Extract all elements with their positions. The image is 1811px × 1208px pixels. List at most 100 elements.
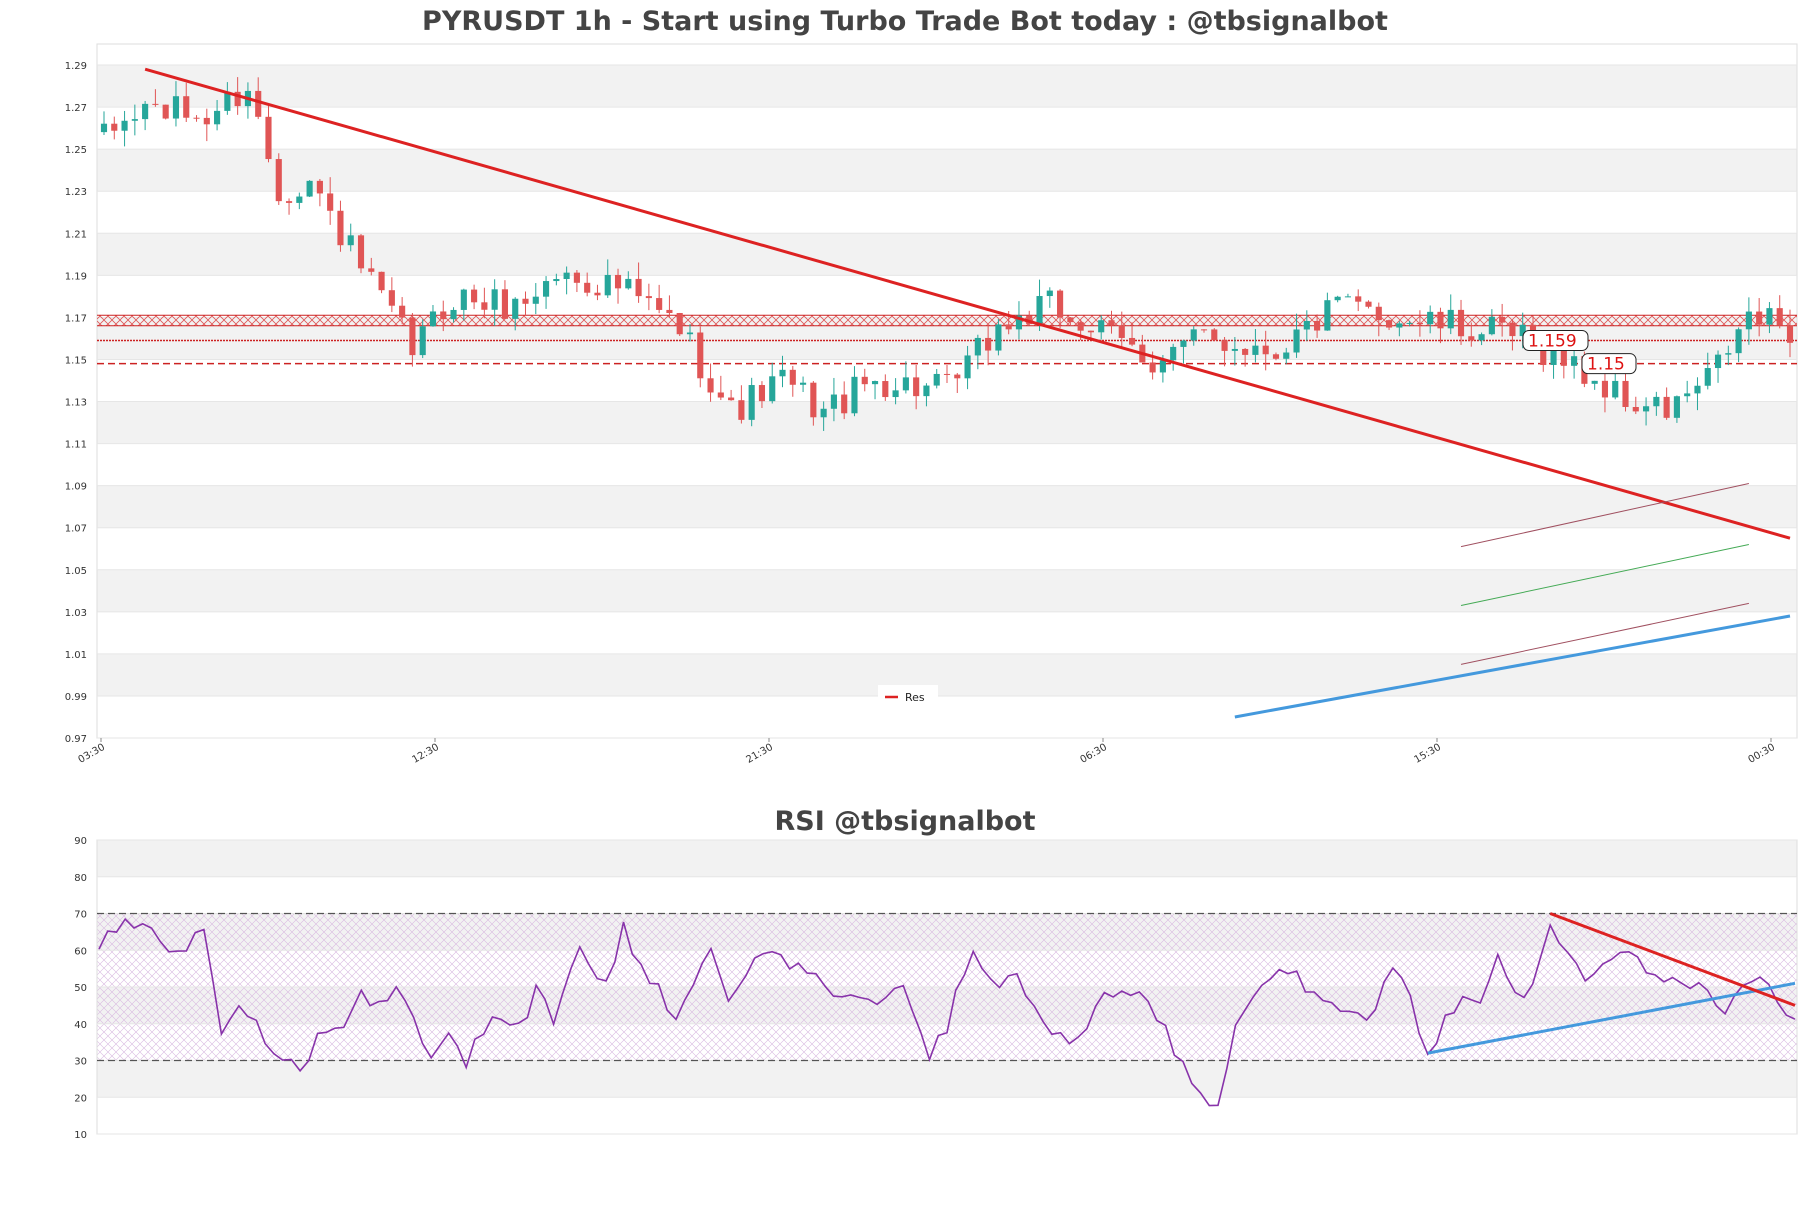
candle-body: [1468, 336, 1475, 341]
candle-body: [666, 309, 673, 314]
candle-body: [686, 332, 694, 335]
price-trendlines: [144, 67, 1791, 719]
candle-body: [841, 394, 848, 414]
price-y-tick-label: 0.97: [65, 734, 87, 745]
price-y-tick-label: 1.09: [65, 482, 87, 493]
candle-body: [512, 298, 519, 319]
legend-box: [878, 685, 938, 707]
candle-body: [1457, 309, 1465, 337]
candle-body: [1725, 353, 1732, 355]
rsi-line-group: [98, 917, 1796, 1107]
candle-body: [471, 289, 478, 303]
candle-body: [1272, 354, 1280, 359]
price-tag-box: [1581, 353, 1637, 375]
candle-body: [789, 369, 796, 385]
price-tag-label: 1.15: [1587, 355, 1625, 375]
candle-body: [1334, 296, 1341, 301]
candle-body: [635, 278, 642, 297]
candle-body: [1663, 396, 1670, 418]
candle-body: [265, 116, 272, 160]
candle-body: [296, 196, 303, 203]
candle-body: [100, 123, 108, 133]
candle-body: [316, 180, 323, 194]
candle-body: [255, 90, 262, 117]
price-y-tick-label: 1.17: [65, 313, 87, 324]
price-y-tick-label: 1.01: [65, 650, 87, 661]
candle-body: [131, 119, 138, 121]
candle-body: [1385, 320, 1393, 328]
candle-body: [1242, 348, 1249, 355]
candle-body: [1632, 406, 1639, 412]
rsi-y-tick-label: 70: [74, 910, 87, 921]
candle-body: [275, 159, 282, 202]
candle-body: [810, 382, 817, 418]
candle-body: [1601, 380, 1609, 398]
rsi-trendlines: [1427, 912, 1796, 1055]
price-x-tick-label: 06:30: [1079, 742, 1109, 766]
candle-body: [234, 91, 241, 107]
candle-body: [1149, 362, 1156, 373]
candle-body: [1735, 329, 1742, 354]
candle-body: [1200, 329, 1208, 331]
candle-body: [1704, 368, 1711, 386]
candle-body: [728, 397, 735, 401]
candle-body: [172, 96, 180, 119]
candle-body: [738, 400, 745, 420]
price-plot-frame: [96, 43, 1798, 739]
candle-body: [697, 332, 704, 379]
rsi-y-tick-label: 90: [74, 836, 87, 847]
candle-body: [645, 296, 652, 299]
rsi-trendline: [1427, 981, 1796, 1055]
candle-body: [614, 274, 622, 289]
candle-body: [1745, 311, 1752, 330]
candle-body: [995, 324, 1002, 351]
rsi-y-tick-label: 30: [74, 1057, 87, 1068]
candle-body: [1108, 320, 1115, 326]
price-x-tick-label: 12:30: [411, 742, 441, 766]
candle-body: [1314, 321, 1321, 331]
candle-body: [357, 235, 365, 269]
candle-body: [861, 376, 868, 385]
candle-body: [1591, 380, 1598, 384]
candle-body: [830, 394, 837, 409]
candle-body: [553, 279, 560, 282]
candle-body: [964, 355, 971, 379]
candle-body: [1252, 345, 1259, 355]
candle-body: [1087, 330, 1094, 333]
legend: Res: [878, 685, 938, 707]
candle-body: [800, 382, 807, 385]
candle-body: [851, 376, 858, 414]
rsi-y-tick-label: 20: [74, 1093, 87, 1104]
candle-body: [943, 373, 951, 375]
rsi-grid-band: [97, 840, 1797, 877]
price-y-tick-label: 0.99: [65, 692, 87, 703]
candle-body: [769, 376, 776, 402]
price-chart-title: PYRUSDT 1h - Start using Turbo Trade Bot…: [422, 6, 1388, 37]
price-tag-label: 1.159: [1528, 332, 1577, 352]
candle-body: [337, 210, 344, 246]
candle-body: [1406, 322, 1413, 324]
price-y-tick-label: 1.25: [65, 145, 87, 156]
rsi-y-tick-label: 50: [74, 983, 87, 994]
candle-body: [399, 305, 406, 318]
candle-body: [1437, 311, 1444, 329]
price-x-tick-label: 03:30: [77, 742, 107, 766]
candle-body: [1673, 396, 1680, 418]
candle-body: [892, 390, 899, 398]
candle-body: [902, 377, 909, 391]
rsi-y-tick-label: 60: [74, 946, 87, 957]
price-tag-box: [1522, 330, 1589, 352]
candle-body: [1499, 316, 1506, 323]
candle-body: [347, 235, 354, 246]
price-level-tags: 1.159 1.15: [1522, 330, 1637, 375]
candle-body: [1375, 306, 1382, 321]
price-y-tick-label: 1.07: [65, 524, 87, 535]
candle-body: [327, 193, 334, 211]
candle-body: [1067, 317, 1074, 323]
candle-body: [1416, 322, 1423, 325]
channel-upper-line: [1460, 483, 1749, 548]
candle-body: [933, 373, 940, 386]
candle-body: [121, 120, 128, 131]
candle-body: [748, 385, 755, 420]
